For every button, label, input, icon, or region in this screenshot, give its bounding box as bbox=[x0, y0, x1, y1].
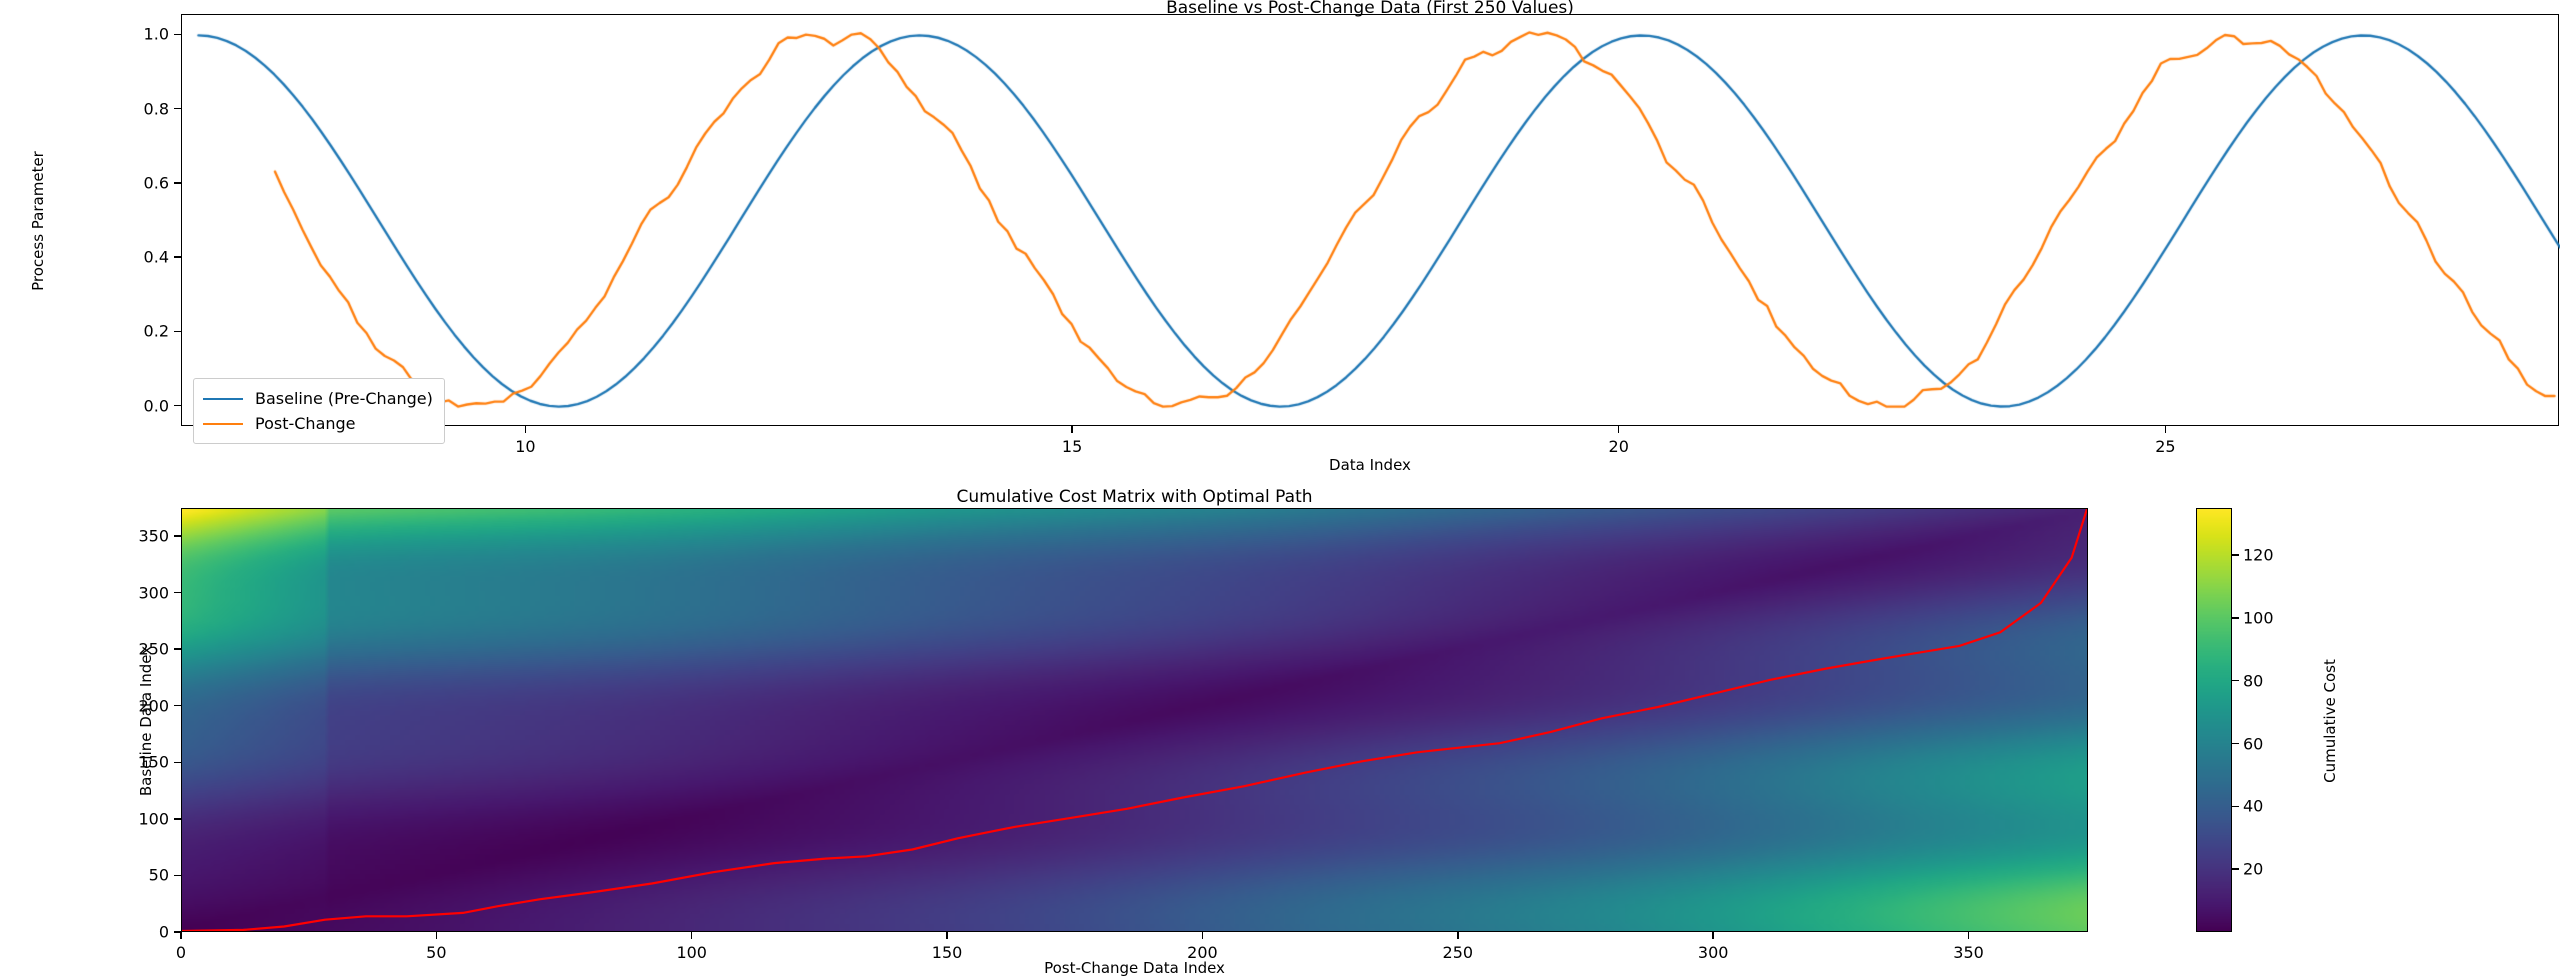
top-chart-ylabel: Process Parameter bbox=[29, 151, 47, 291]
heatmap-xtick-mark bbox=[691, 932, 693, 939]
heatmap-ytick-mark bbox=[174, 818, 181, 820]
heatmap-xtick-mark bbox=[1967, 932, 1970, 939]
top-line-chart-axes bbox=[181, 14, 2560, 427]
heatmap-ytick-mark bbox=[174, 705, 181, 707]
heatmap-xtick-mark bbox=[1457, 932, 1459, 939]
top-xtick-label: 25 bbox=[2155, 437, 2176, 456]
heatmap-ytick-mark bbox=[174, 874, 181, 877]
heatmap-xtick-mark bbox=[946, 932, 948, 939]
heatmap-xtick-mark bbox=[435, 932, 438, 939]
legend-line-swatch bbox=[203, 397, 243, 400]
heatmap-ytick-label: 100 bbox=[138, 809, 169, 829]
heatmap-ytick-mark bbox=[174, 591, 181, 594]
heatmap-axes bbox=[181, 508, 2088, 932]
top-ytick-mark bbox=[174, 330, 181, 333]
top-xtick-label: 15 bbox=[1061, 437, 1083, 456]
top-xtick-mark bbox=[524, 426, 527, 433]
top-ytick-label: 0.6 bbox=[143, 173, 169, 193]
colorbar-tick-mark bbox=[2232, 805, 2239, 808]
colorbar bbox=[2196, 508, 2232, 932]
heatmap-ytick-label: 150 bbox=[138, 752, 169, 772]
top-xtick-mark bbox=[2164, 426, 2167, 433]
top-ytick-mark bbox=[174, 256, 181, 258]
heatmap-xtick-label: 100 bbox=[676, 943, 707, 962]
heatmap-xtick-label: 250 bbox=[1442, 943, 1474, 962]
colorbar-gradient bbox=[2197, 509, 2231, 931]
top-ytick-label: 0.0 bbox=[143, 396, 169, 416]
legend-label: Baseline (Pre-Change) bbox=[255, 389, 433, 408]
heatmap-xtick-label: 0 bbox=[175, 943, 187, 962]
top-ytick-label: 1.0 bbox=[143, 24, 169, 44]
colorbar-tick-label: 80 bbox=[2243, 671, 2264, 691]
top-ytick-mark bbox=[174, 182, 181, 184]
cumulative-cost-heatmap bbox=[182, 509, 2087, 931]
top-xtick-label: 20 bbox=[1608, 437, 1629, 456]
colorbar-tick-mark bbox=[2232, 617, 2239, 619]
heatmap-xtick-label: 350 bbox=[1953, 943, 1984, 962]
heatmap-ytick-label: 50 bbox=[148, 865, 169, 885]
heatmap-xtick-label: 300 bbox=[1697, 943, 1729, 962]
top-xtick-mark bbox=[1071, 426, 1073, 433]
legend-item[interactable]: Post-Change bbox=[203, 411, 433, 436]
heatmap-xtick-mark bbox=[1712, 932, 1714, 939]
colorbar-label: Cumulative Cost bbox=[2321, 659, 2339, 783]
heatmap-ytick-mark bbox=[174, 648, 181, 650]
heatmap-ytick-label: 200 bbox=[138, 696, 169, 716]
colorbar-tick-label: 60 bbox=[2243, 734, 2264, 754]
top-chart-title: Baseline vs Post-Change Data (First 250 … bbox=[1166, 0, 1574, 18]
top-chart-xlabel: Data Index bbox=[1329, 456, 1411, 474]
colorbar-tick-mark bbox=[2232, 868, 2239, 870]
top-ytick-mark bbox=[174, 404, 181, 407]
heatmap-title: Cumulative Cost Matrix with Optimal Path bbox=[956, 487, 1313, 507]
legend-line-swatch bbox=[203, 422, 243, 425]
heatmap-ytick-mark bbox=[174, 535, 181, 537]
legend-item[interactable]: Baseline (Pre-Change) bbox=[203, 386, 433, 411]
heatmap-ytick-label: 250 bbox=[138, 639, 169, 659]
top-ytick-label: 0.8 bbox=[143, 99, 169, 119]
colorbar-tick-mark bbox=[2232, 680, 2239, 682]
heatmap-image-wrap bbox=[182, 509, 2087, 931]
colorbar-tick-label: 120 bbox=[2243, 545, 2274, 565]
top-ytick-label: 0.2 bbox=[143, 321, 169, 341]
top-ytick-mark bbox=[174, 33, 181, 36]
top-ytick-mark bbox=[174, 107, 181, 110]
heatmap-ytick-label: 350 bbox=[138, 526, 169, 546]
colorbar-tick-label: 40 bbox=[2243, 796, 2264, 816]
legend-label: Post-Change bbox=[255, 414, 356, 433]
heatmap-xtick-label: 50 bbox=[426, 943, 447, 962]
heatmap-xtick-label: 200 bbox=[1187, 943, 1218, 962]
heatmap-xtick-mark bbox=[180, 932, 182, 939]
heatmap-xtick-mark bbox=[1201, 932, 1204, 939]
heatmap-ytick-label: 0 bbox=[158, 922, 169, 942]
colorbar-tick-label: 20 bbox=[2243, 859, 2264, 879]
top-xtick-label: 10 bbox=[515, 437, 536, 456]
heatmap-xlabel: Post-Change Data Index bbox=[1044, 959, 1225, 977]
heatmap-ytick-label: 300 bbox=[138, 583, 169, 603]
colorbar-tick-mark bbox=[2232, 742, 2239, 745]
heatmap-ytick-mark bbox=[174, 761, 181, 763]
top-xtick-mark bbox=[1618, 426, 1620, 433]
heatmap-xtick-label: 150 bbox=[931, 943, 963, 962]
heatmap-ytick-mark bbox=[174, 931, 181, 933]
top-ytick-label: 0.4 bbox=[143, 247, 169, 267]
top-chart-legend: Baseline (Pre-Change) Post-Change bbox=[193, 378, 445, 444]
colorbar-tick-label: 100 bbox=[2243, 608, 2274, 628]
colorbar-tick-mark bbox=[2232, 554, 2239, 556]
line-chart-canvas bbox=[182, 15, 2560, 427]
